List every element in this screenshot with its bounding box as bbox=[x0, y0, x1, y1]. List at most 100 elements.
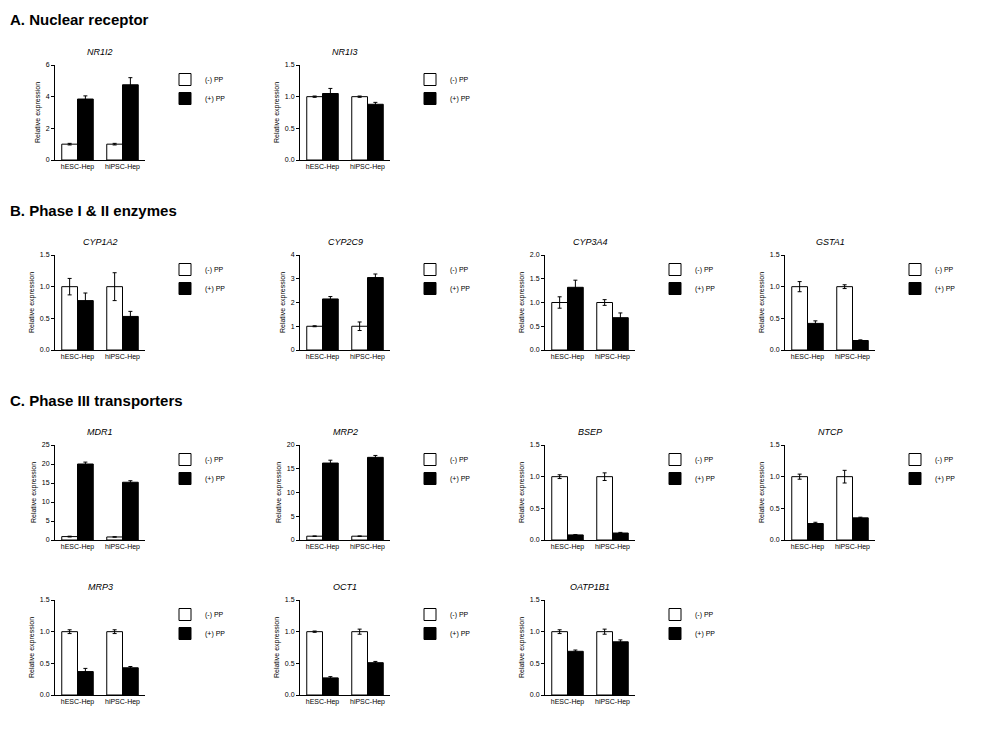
svg-text:(-) PP: (-) PP bbox=[205, 456, 224, 464]
svg-text:1.5: 1.5 bbox=[770, 441, 780, 448]
svg-text:(+) PP: (+) PP bbox=[935, 475, 955, 483]
svg-text:0.5: 0.5 bbox=[530, 505, 540, 512]
svg-text:hESC-Hep: hESC-Hep bbox=[551, 698, 585, 706]
svg-text:hESC-Hep: hESC-Hep bbox=[551, 353, 585, 361]
svg-text:(+) PP: (+) PP bbox=[450, 95, 470, 103]
svg-text:0.0: 0.0 bbox=[770, 536, 780, 543]
svg-text:(-) PP: (-) PP bbox=[935, 266, 954, 274]
svg-text:hESC-Hep: hESC-Hep bbox=[61, 543, 95, 551]
svg-text:Relative expression: Relative expression bbox=[273, 617, 281, 678]
svg-text:Relative expression: Relative expression bbox=[518, 272, 526, 333]
svg-text:Relative expression: Relative expression bbox=[275, 462, 283, 523]
svg-text:NR1I2: NR1I2 bbox=[87, 47, 113, 57]
svg-text:hESC-Hep: hESC-Hep bbox=[306, 353, 340, 361]
svg-text:0.0: 0.0 bbox=[40, 691, 50, 698]
svg-text:4: 4 bbox=[46, 93, 50, 100]
svg-text:MDR1: MDR1 bbox=[87, 427, 113, 437]
svg-text:(-) PP: (-) PP bbox=[205, 266, 224, 274]
svg-text:hESC-Hep: hESC-Hep bbox=[551, 543, 585, 551]
svg-text:20: 20 bbox=[42, 460, 50, 467]
svg-text:1.0: 1.0 bbox=[40, 628, 50, 635]
svg-text:Relative expression: Relative expression bbox=[28, 617, 36, 678]
svg-text:0.5: 0.5 bbox=[770, 505, 780, 512]
svg-text:0.5: 0.5 bbox=[285, 660, 295, 667]
svg-text:1.5: 1.5 bbox=[530, 441, 540, 448]
svg-text:0.5: 0.5 bbox=[285, 125, 295, 132]
svg-text:(-) PP: (-) PP bbox=[695, 456, 714, 464]
svg-text:hESC-Hep: hESC-Hep bbox=[306, 698, 340, 706]
svg-text:1.5: 1.5 bbox=[40, 251, 50, 258]
svg-text:2: 2 bbox=[46, 125, 50, 132]
svg-text:10: 10 bbox=[287, 489, 295, 496]
svg-text:0.0: 0.0 bbox=[530, 691, 540, 698]
svg-text:0.0: 0.0 bbox=[285, 691, 295, 698]
svg-text:0.0: 0.0 bbox=[530, 346, 540, 353]
svg-text:6: 6 bbox=[46, 61, 50, 68]
svg-text:4: 4 bbox=[291, 251, 295, 258]
svg-text:hiPSC-Hep: hiPSC-Hep bbox=[835, 543, 870, 551]
svg-text:(+) PP: (+) PP bbox=[450, 630, 470, 638]
svg-text:1.0: 1.0 bbox=[285, 93, 295, 100]
svg-text:(+) PP: (+) PP bbox=[695, 475, 715, 483]
svg-text:1.0: 1.0 bbox=[530, 299, 540, 306]
svg-text:1.0: 1.0 bbox=[770, 473, 780, 480]
svg-text:(-) PP: (-) PP bbox=[450, 611, 469, 619]
svg-text:15: 15 bbox=[42, 479, 50, 486]
svg-text:1.5: 1.5 bbox=[530, 275, 540, 282]
svg-text:1.0: 1.0 bbox=[285, 628, 295, 635]
svg-text:GSTA1: GSTA1 bbox=[816, 237, 845, 247]
svg-text:(-) PP: (-) PP bbox=[450, 456, 469, 464]
svg-text:Relative expression: Relative expression bbox=[30, 462, 38, 523]
svg-text:hiPSC-Hep: hiPSC-Hep bbox=[105, 698, 140, 706]
svg-text:0: 0 bbox=[291, 536, 295, 543]
svg-text:0: 0 bbox=[46, 536, 50, 543]
svg-text:1.5: 1.5 bbox=[770, 251, 780, 258]
svg-text:hESC-Hep: hESC-Hep bbox=[61, 353, 95, 361]
svg-text:Relative expression: Relative expression bbox=[518, 462, 526, 523]
svg-text:20: 20 bbox=[287, 441, 295, 448]
svg-text:hiPSC-Hep: hiPSC-Hep bbox=[595, 543, 630, 551]
svg-text:1.0: 1.0 bbox=[770, 283, 780, 290]
svg-text:hiPSC-Hep: hiPSC-Hep bbox=[350, 698, 385, 706]
svg-text:hiPSC-Hep: hiPSC-Hep bbox=[595, 353, 630, 361]
svg-text:Relative expression: Relative expression bbox=[28, 272, 36, 333]
svg-text:1.5: 1.5 bbox=[40, 596, 50, 603]
svg-text:(-) PP: (-) PP bbox=[935, 456, 954, 464]
svg-text:hiPSC-Hep: hiPSC-Hep bbox=[350, 353, 385, 361]
svg-text:(+) PP: (+) PP bbox=[205, 95, 225, 103]
svg-text:Relative expression: Relative expression bbox=[34, 82, 42, 143]
svg-text:0.0: 0.0 bbox=[770, 346, 780, 353]
svg-text:Relative expression: Relative expression bbox=[279, 272, 287, 333]
svg-text:MRP3: MRP3 bbox=[88, 582, 113, 592]
svg-text:0: 0 bbox=[291, 346, 295, 353]
svg-text:(+) PP: (+) PP bbox=[450, 475, 470, 483]
svg-text:(+) PP: (+) PP bbox=[205, 285, 225, 293]
svg-text:0.5: 0.5 bbox=[530, 323, 540, 330]
svg-text:0.5: 0.5 bbox=[530, 660, 540, 667]
svg-text:NTCP: NTCP bbox=[818, 427, 843, 437]
svg-text:CYP1A2: CYP1A2 bbox=[83, 237, 118, 247]
svg-text:CYP3A4: CYP3A4 bbox=[573, 237, 608, 247]
svg-text:(+) PP: (+) PP bbox=[205, 475, 225, 483]
svg-text:hESC-Hep: hESC-Hep bbox=[791, 543, 825, 551]
svg-text:1.5: 1.5 bbox=[530, 596, 540, 603]
svg-text:(+) PP: (+) PP bbox=[695, 630, 715, 638]
svg-text:0.0: 0.0 bbox=[285, 156, 295, 163]
svg-text:hESC-Hep: hESC-Hep bbox=[61, 698, 95, 706]
svg-text:1.5: 1.5 bbox=[285, 596, 295, 603]
svg-text:15: 15 bbox=[287, 465, 295, 472]
svg-text:hiPSC-Hep: hiPSC-Hep bbox=[350, 163, 385, 171]
svg-text:hiPSC-Hep: hiPSC-Hep bbox=[835, 353, 870, 361]
svg-text:(-) PP: (-) PP bbox=[450, 266, 469, 274]
svg-text:hiPSC-Hep: hiPSC-Hep bbox=[105, 543, 140, 551]
svg-text:hiPSC-Hep: hiPSC-Hep bbox=[350, 543, 385, 551]
svg-text:0.0: 0.0 bbox=[40, 346, 50, 353]
svg-text:(-) PP: (-) PP bbox=[695, 266, 714, 274]
svg-text:1.0: 1.0 bbox=[530, 473, 540, 480]
svg-text:10: 10 bbox=[42, 498, 50, 505]
svg-text:5: 5 bbox=[46, 517, 50, 524]
svg-text:NR1I3: NR1I3 bbox=[332, 47, 358, 57]
svg-text:(-) PP: (-) PP bbox=[205, 611, 224, 619]
svg-text:(+) PP: (+) PP bbox=[935, 285, 955, 293]
svg-text:0.5: 0.5 bbox=[770, 315, 780, 322]
